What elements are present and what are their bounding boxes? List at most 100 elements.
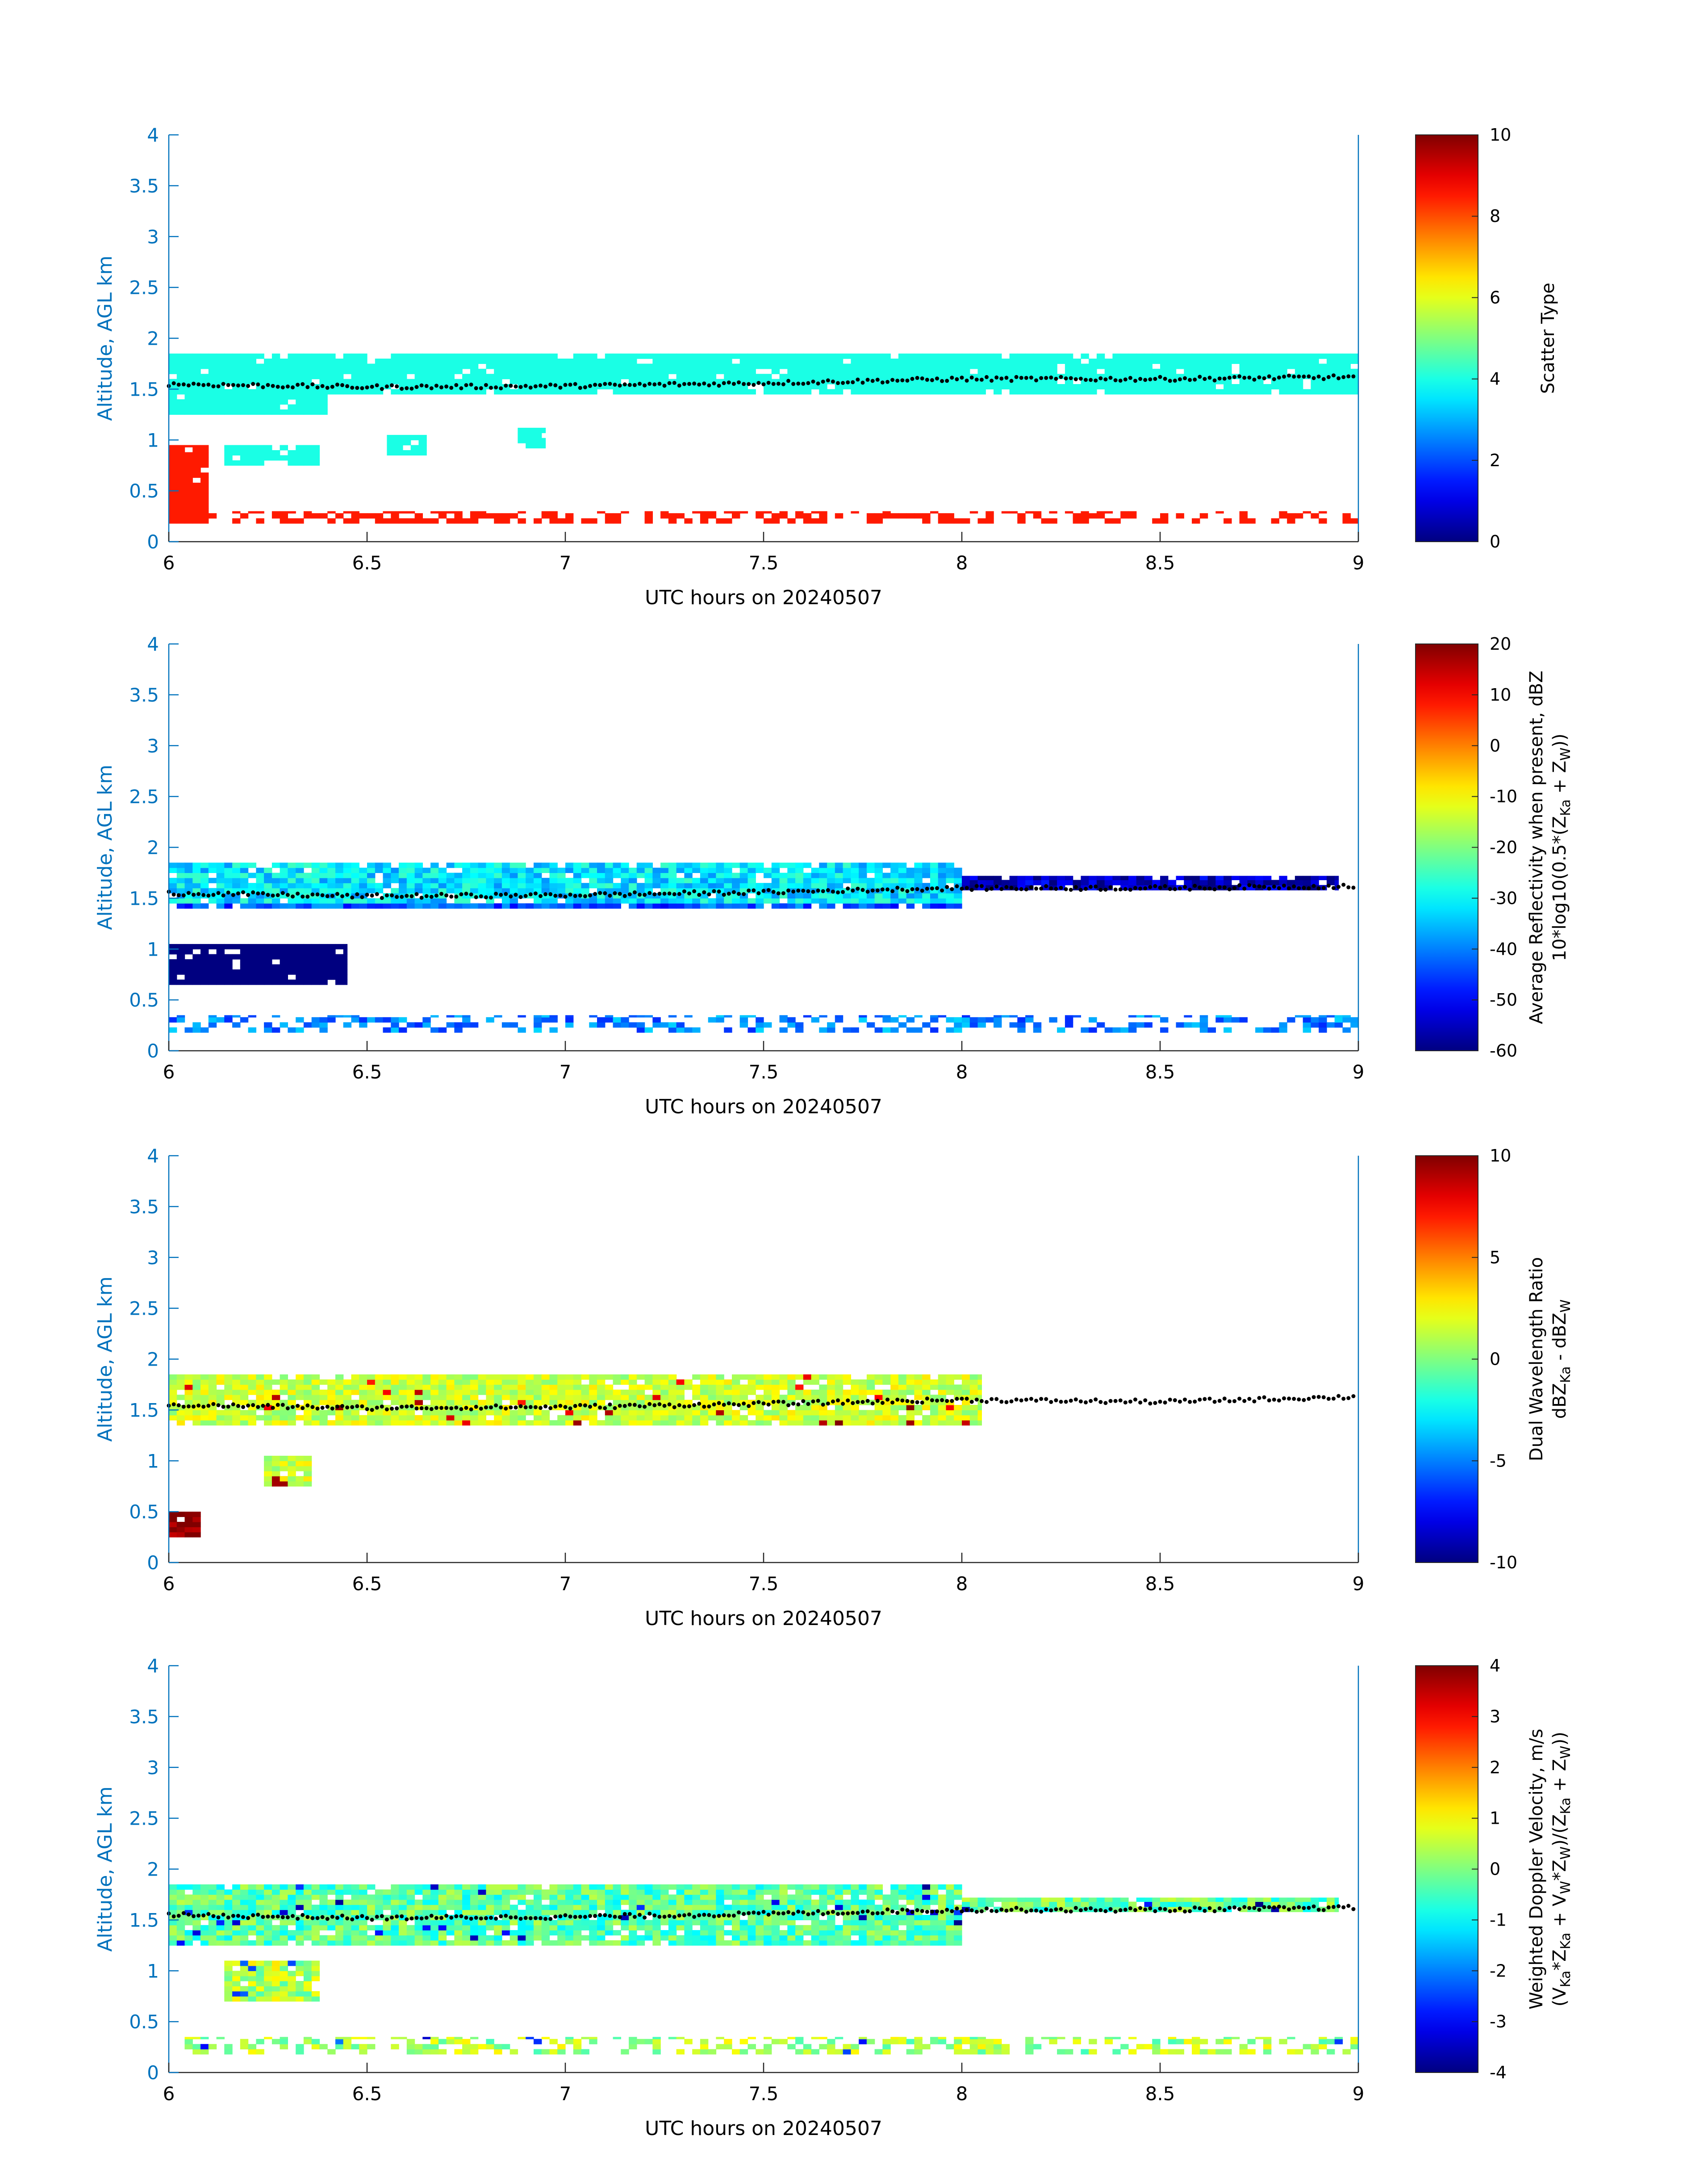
data-cell — [613, 903, 621, 909]
data-cell — [192, 1022, 201, 1028]
data-cell — [422, 873, 431, 878]
data-cell — [208, 513, 217, 519]
data-cell — [613, 868, 621, 873]
data-cell — [534, 898, 542, 904]
data-cell — [922, 862, 931, 868]
data-cell — [906, 364, 915, 369]
data-cell — [280, 1476, 288, 1482]
data-cell — [288, 1461, 296, 1467]
data-cell — [1128, 359, 1137, 364]
data-cell — [280, 1379, 288, 1385]
data-cell — [827, 368, 835, 374]
data-cell — [1303, 1017, 1311, 1023]
data-cell — [327, 964, 336, 970]
data-cell — [375, 883, 384, 889]
data-cell — [549, 518, 558, 524]
data-cell — [216, 873, 225, 878]
data-cell — [192, 409, 201, 415]
cloud-base-dot — [345, 384, 350, 389]
data-cell — [446, 1400, 455, 1405]
data-cell — [1199, 1027, 1208, 1033]
cloud-base-dot — [320, 1406, 325, 1410]
data-cell — [509, 1389, 518, 1395]
cloud-base-dot — [761, 1401, 766, 1406]
cloud-base-dot — [677, 383, 681, 388]
data-cell — [406, 903, 415, 909]
data-cell — [835, 368, 844, 374]
data-cell — [176, 409, 185, 415]
cloud-base-dot — [831, 379, 835, 384]
data-cell — [359, 379, 367, 384]
data-cell — [692, 868, 701, 873]
data-cell — [470, 1395, 479, 1400]
data-cell — [1112, 880, 1121, 886]
data-cell — [764, 1379, 772, 1385]
data-cell — [1073, 364, 1081, 369]
data-cell — [399, 1027, 407, 1033]
data-cell — [1263, 880, 1272, 886]
data-cell — [1160, 876, 1169, 880]
data-cell — [581, 364, 589, 369]
data-cell — [613, 1379, 621, 1385]
data-cell — [367, 1379, 376, 1385]
data-cell — [319, 1395, 328, 1400]
data-cell — [200, 364, 209, 369]
data-cell — [248, 873, 256, 878]
data-cell — [303, 883, 312, 889]
data-cell — [541, 353, 550, 359]
data-cell — [835, 384, 844, 389]
data-cell — [1025, 880, 1034, 886]
data-cell — [367, 873, 376, 878]
data-cell — [478, 1400, 486, 1405]
data-cell — [311, 1379, 320, 1385]
data-cell — [375, 1379, 384, 1385]
colorbar-tick-label: 10 — [1490, 1146, 1511, 1166]
data-cell — [724, 374, 732, 380]
data-cell — [430, 359, 439, 364]
cloud-base-dot — [285, 1406, 290, 1411]
data-cell — [756, 364, 764, 369]
data-cell — [1287, 359, 1295, 364]
data-cell — [795, 368, 804, 374]
data-cell — [684, 883, 693, 889]
cloud-base-dot — [340, 894, 344, 898]
data-cell — [819, 898, 827, 904]
cloud-base-dot — [1346, 374, 1351, 379]
colorbar-tick-label: 10 — [1490, 125, 1511, 145]
data-cell — [605, 903, 614, 909]
cloud-base-dot — [613, 1406, 617, 1410]
data-cell — [1239, 353, 1248, 359]
data-cell — [636, 1410, 645, 1416]
data-cell — [930, 1017, 939, 1023]
data-cell — [470, 883, 479, 889]
data-cell — [311, 1017, 320, 1023]
data-cell — [200, 1410, 209, 1416]
data-cell — [534, 433, 542, 439]
data-cell — [351, 513, 359, 519]
data-cell — [288, 364, 296, 369]
data-cell — [232, 1884, 241, 1890]
cloud-base-dot — [766, 888, 771, 892]
cloud-base-dot — [241, 383, 245, 387]
data-cell — [248, 1899, 256, 1905]
data-cell — [605, 888, 614, 894]
data-cell — [256, 883, 264, 889]
data-cell — [343, 944, 348, 949]
data-cell — [748, 877, 756, 883]
cloud-base-dot — [702, 381, 706, 386]
data-cell — [1081, 384, 1089, 389]
data-cell — [739, 1405, 748, 1410]
cloud-base-dot — [201, 893, 206, 897]
data-cell — [501, 903, 510, 909]
data-cell — [1017, 880, 1026, 886]
data-cell — [311, 1415, 320, 1421]
data-cell — [501, 518, 510, 524]
cloud-base-dot — [568, 1406, 572, 1411]
data-cell — [224, 353, 233, 359]
data-cell — [1342, 1027, 1351, 1033]
data-cell — [1247, 368, 1256, 374]
data-cell — [573, 1389, 582, 1395]
data-cell — [581, 368, 589, 374]
data-cell — [176, 457, 185, 463]
